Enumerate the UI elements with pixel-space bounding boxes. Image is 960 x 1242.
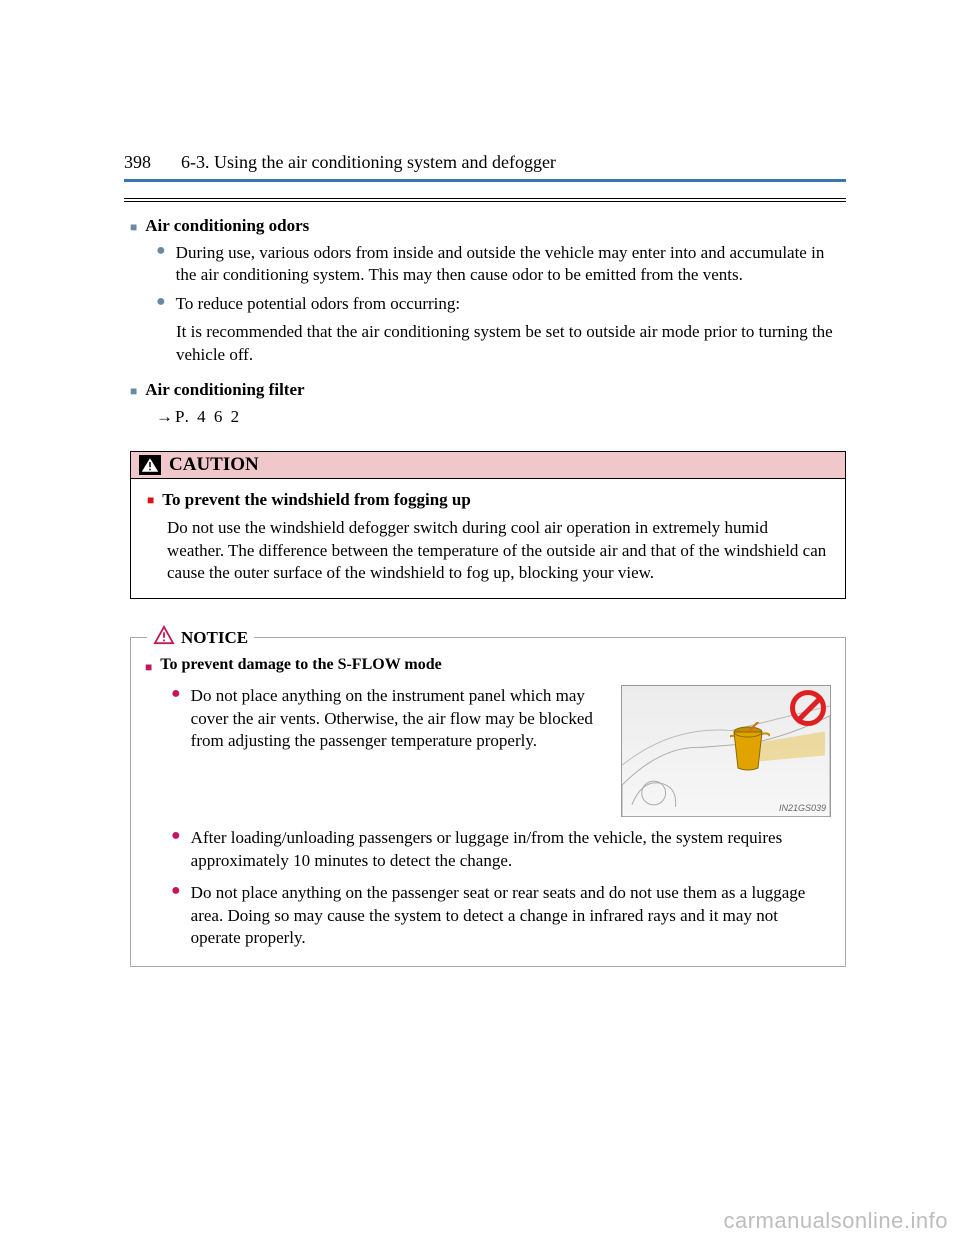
red-square-bullet-icon: ■: [147, 493, 154, 511]
disc-bullet-icon: ●: [156, 242, 166, 287]
notice-item-text: Do not place anything on the passenger s…: [191, 882, 831, 949]
notice-title: To prevent damage to the S-FLOW mode: [160, 656, 441, 675]
magenta-disc-bullet-icon: ●: [171, 685, 181, 752]
page: 398 6-3. Using the air conditioning syst…: [0, 0, 960, 1242]
square-bullet-icon: ■: [130, 220, 137, 236]
caution-label: CAUTION: [169, 454, 259, 476]
cup-icon: [730, 722, 770, 772]
page-header: 398 6-3. Using the air conditioning syst…: [124, 0, 846, 182]
list-item-text: During use, various odors from inside an…: [176, 242, 846, 287]
caution-header: CAUTION: [131, 452, 845, 479]
notice-label: NOTICE: [181, 628, 248, 648]
notice-item-text: Do not place anything on the instrument …: [191, 685, 607, 752]
section-odors: ■ Air conditioning odors: [130, 216, 846, 236]
list-item: ● To reduce potential odors from occurri…: [130, 293, 846, 315]
header-line: 398 6-3. Using the air conditioning syst…: [124, 152, 846, 173]
notice-title-row: ■ To prevent damage to the S-FLOW mode: [145, 656, 831, 675]
magenta-disc-bullet-icon: ●: [171, 882, 181, 949]
page-number: 398: [124, 152, 151, 173]
caution-item-title: To prevent the windshield from fogging u…: [162, 489, 471, 511]
dashboard-illustration: IN21GS039: [621, 685, 831, 817]
caution-body: ■ To prevent the windshield from fogging…: [131, 479, 845, 599]
caution-box: CAUTION ■ To prevent the windshield from…: [130, 451, 846, 600]
content: ■ Air conditioning odors ● During use, v…: [124, 202, 846, 967]
notice-item-text-col: ● Do not place anything on the instrumen…: [171, 685, 607, 817]
magenta-square-bullet-icon: ■: [145, 660, 152, 675]
warning-triangle-icon: [139, 455, 161, 475]
notice-item: ● After loading/unloading passengers or …: [145, 827, 831, 872]
chapter-title: 6-3. Using the air conditioning system a…: [181, 152, 556, 173]
section-title: Air conditioning odors: [145, 216, 309, 236]
watermark: carmanualsonline.info: [723, 1208, 948, 1234]
list-item-text: To reduce potential odors from occurring…: [176, 293, 460, 315]
warning-outline-icon: [153, 625, 175, 650]
notice-item: ● Do not place anything on the passenger…: [145, 882, 831, 949]
square-bullet-icon: ■: [130, 384, 137, 400]
page-reference: →P. 4 6 2: [130, 406, 846, 428]
magenta-disc-bullet-icon: ●: [171, 827, 181, 872]
list-item: ● During use, various odors from inside …: [130, 242, 846, 287]
notice-caption: NOTICE: [147, 625, 254, 650]
section-title: Air conditioning filter: [145, 380, 304, 400]
caution-item-text: Do not use the windshield defogger switc…: [147, 517, 829, 584]
notice-item-with-image: ● Do not place anything on the instrumen…: [145, 685, 831, 817]
section-filter: ■ Air conditioning filter: [130, 380, 846, 400]
image-code-label: IN21GS039: [779, 803, 826, 813]
notice-item-text: After loading/unloading passengers or lu…: [191, 827, 831, 872]
notice-box: NOTICE ■ To prevent damage to the S-FLOW…: [130, 637, 846, 966]
paragraph: It is recommended that the air condition…: [130, 321, 846, 366]
caution-item: ■ To prevent the windshield from fogging…: [147, 489, 829, 511]
blue-rule: [124, 179, 846, 182]
disc-bullet-icon: ●: [156, 293, 166, 315]
